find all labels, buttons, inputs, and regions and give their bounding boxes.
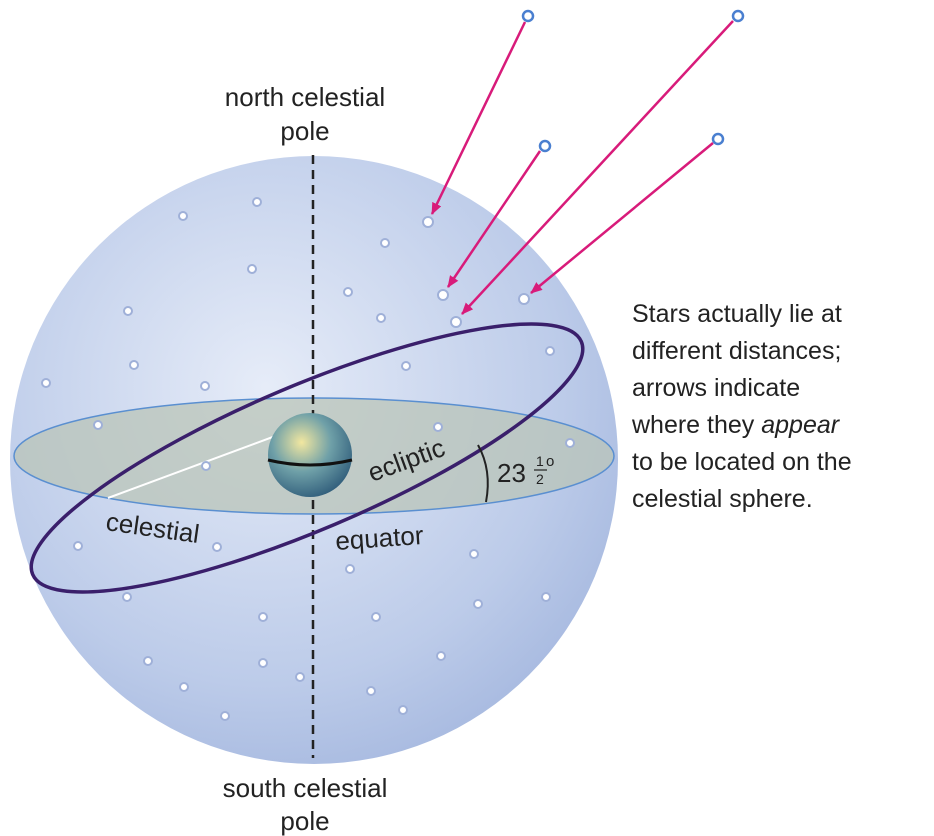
angle-denominator: 2 [536, 471, 544, 487]
north-pole-label: north celestial [225, 82, 385, 112]
caption-line: Stars actually lie at [632, 300, 842, 328]
caption-emphasis: appear [761, 411, 841, 439]
angle-degree: o [546, 453, 554, 470]
equator-label: equator [334, 520, 424, 556]
diagram: north celestial pole south celestial pol… [0, 0, 934, 836]
south-pole-label: south celestial [223, 773, 388, 803]
caption-line: different distances; [632, 337, 841, 365]
caption-line: arrows indicate [632, 374, 800, 402]
angle-numerator: 1 [536, 453, 544, 469]
south-pole-label: pole [280, 806, 329, 836]
caption-text: where they [631, 411, 755, 439]
earth [268, 413, 352, 497]
caption-line: celestial sphere. [632, 485, 813, 513]
caption-line: where they appear [631, 411, 841, 439]
caption-line: to be located on the [632, 448, 852, 476]
angle-whole: 23 [497, 458, 526, 488]
north-pole-label: pole [280, 116, 329, 146]
